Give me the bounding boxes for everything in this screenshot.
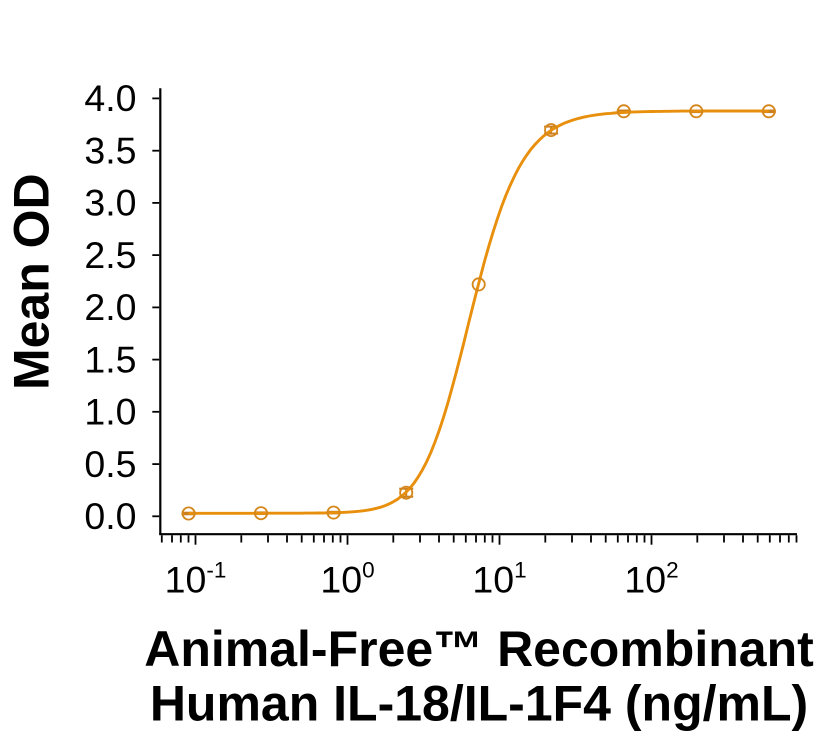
svg-text:2.5: 2.5	[84, 234, 136, 276]
svg-text:3.5: 3.5	[84, 130, 136, 172]
svg-text:1.5: 1.5	[84, 338, 136, 380]
svg-text:2.0: 2.0	[84, 286, 136, 328]
svg-text:Mean OD: Mean OD	[4, 173, 60, 390]
svg-text:101: 101	[472, 558, 526, 601]
svg-text:Animal-Free™ Recombinant: Animal-Free™ Recombinant	[144, 621, 814, 677]
svg-text:0.0: 0.0	[84, 495, 136, 537]
svg-text:1.0: 1.0	[84, 391, 136, 433]
svg-text:0.5: 0.5	[84, 443, 136, 485]
svg-text:Human IL-18/IL-1F4 (ng/mL): Human IL-18/IL-1F4 (ng/mL)	[150, 676, 808, 732]
svg-text:4.0: 4.0	[84, 77, 136, 119]
svg-text:3.0: 3.0	[84, 182, 136, 224]
